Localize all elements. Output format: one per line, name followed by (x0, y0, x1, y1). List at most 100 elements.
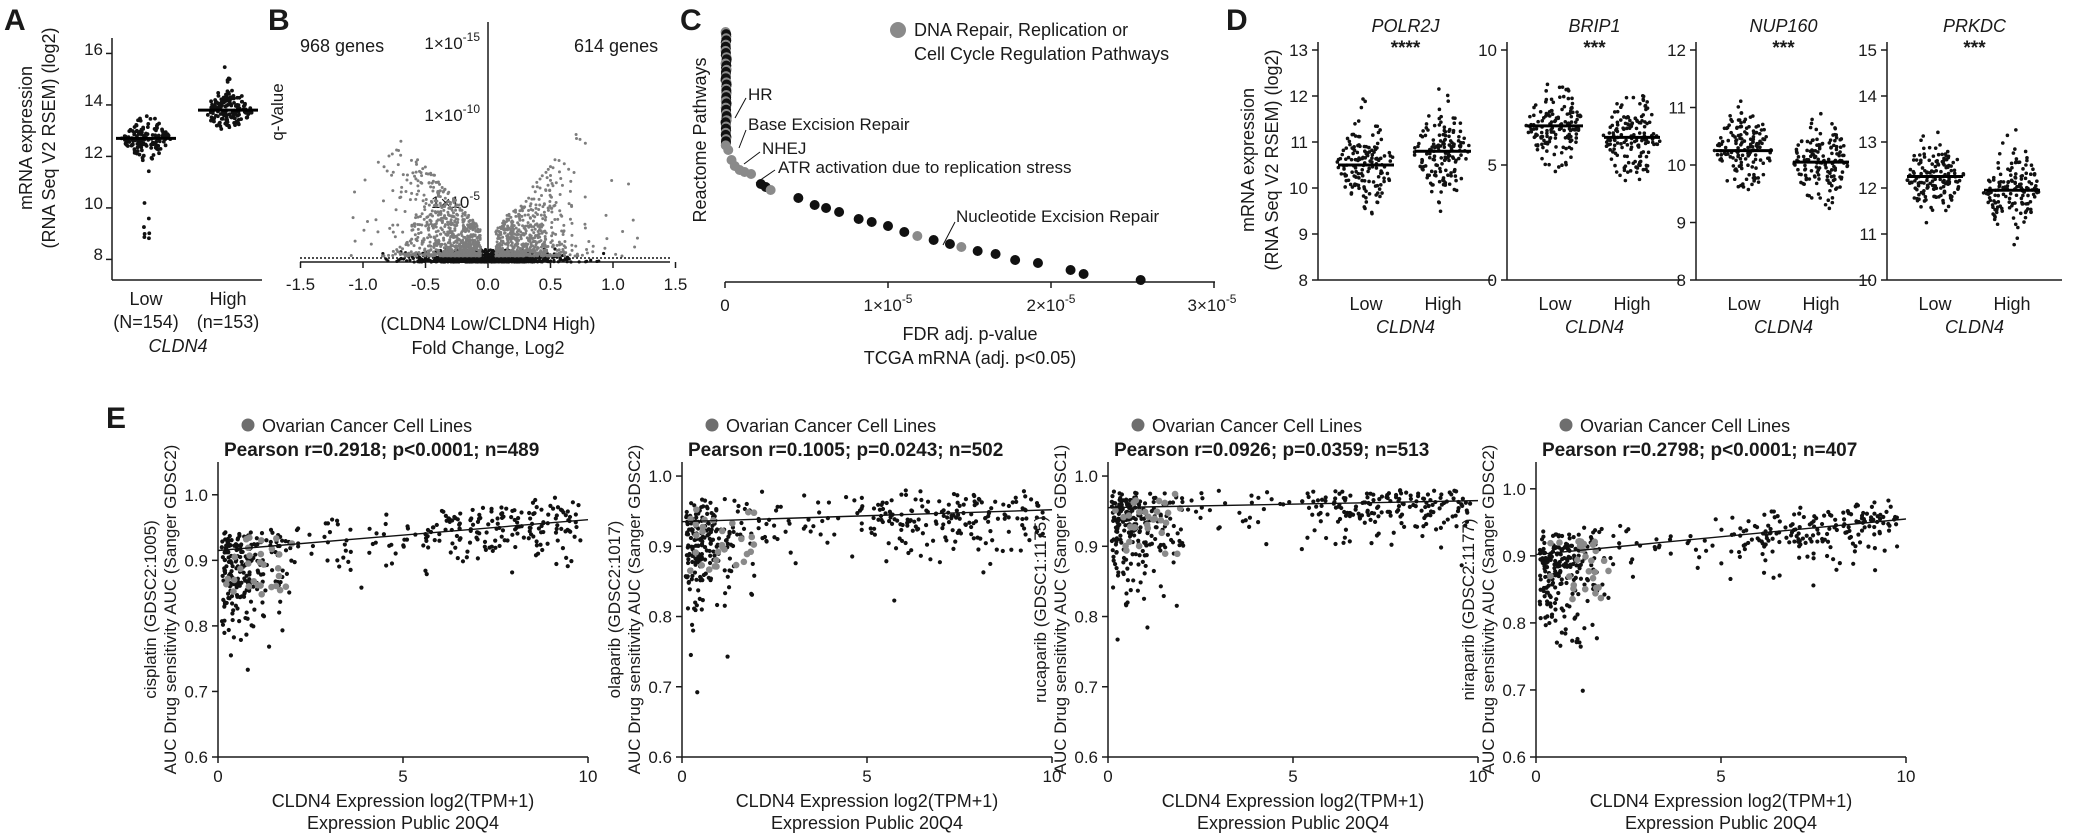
panel-b-dot (497, 243, 501, 247)
panel-d-ytick: 12 (1667, 41, 1686, 60)
panel-d-dot (1338, 156, 1343, 161)
panel-d-dot (1747, 124, 1751, 129)
panel-d-dot (1544, 89, 1548, 93)
panel-d-dot (1361, 155, 1365, 160)
panel-d-dot (1747, 172, 1751, 177)
panel-b-dot (561, 232, 565, 236)
panel-a-dot (145, 132, 150, 137)
panel-b-dot (452, 215, 456, 219)
panel-d-dot (1840, 153, 1845, 158)
panel-e-dot (222, 601, 228, 607)
panel-d-dot (1999, 179, 2003, 184)
panel-d-dot (1914, 158, 1919, 162)
panel-e-dot (775, 504, 780, 509)
panel-d-dot (1355, 150, 1360, 155)
panel-e-dot (229, 569, 234, 574)
panel-e-dot (685, 606, 691, 611)
panel-b-dot (426, 236, 430, 240)
panel-d-dot (1633, 159, 1637, 164)
panel-a-dot (227, 96, 232, 100)
panel-b-dot (532, 250, 536, 254)
panel-d-dot (1819, 111, 1823, 116)
panel-e-ytick: 0.8 (648, 608, 672, 627)
panel-e-dot (229, 560, 234, 566)
panel-d-dot (1540, 119, 1545, 123)
panel-a-dot (227, 77, 232, 81)
panel-d-dot (1722, 151, 1727, 156)
panel-d-significance: *** (1772, 38, 1795, 59)
panel-e-dot (227, 533, 232, 539)
panel-e-dot (1015, 516, 1020, 521)
panel-e-dot (222, 630, 227, 635)
panel-e-dot (937, 560, 942, 565)
panel-d-dot (2013, 201, 2017, 205)
panel-b-dot (459, 245, 463, 249)
panel-a-dot (219, 97, 224, 102)
panel-b-dot (496, 249, 500, 253)
panel-d-dot (1938, 177, 1942, 182)
panel-a-dot (223, 121, 228, 126)
panel-b-dot (436, 180, 440, 184)
panel-b-dot (476, 227, 480, 231)
panel-b-dot (585, 259, 589, 263)
panel-e-dot (454, 533, 460, 539)
panel-c-dot (1135, 275, 1146, 285)
panel-d-dot (1924, 220, 1929, 225)
panel-c-dot (746, 169, 757, 179)
panel-d-dot (1464, 157, 1468, 161)
panel-d-dot (1437, 133, 1442, 137)
panel-d-dot (1353, 134, 1358, 138)
panel-d-dot (1996, 193, 2001, 198)
panel-d-dot (1739, 142, 1743, 147)
panel-d-dot (1343, 185, 1347, 189)
panel-b-dot (559, 258, 563, 262)
panel-d-dot (1553, 169, 1558, 174)
panel-e-dot (225, 591, 231, 596)
panel-b-dot (543, 248, 547, 252)
panel-d-dot (1441, 176, 1446, 180)
panel-b-dot (404, 190, 408, 194)
panel-d-dot (1426, 128, 1430, 132)
panel-d-dot (1750, 144, 1755, 149)
panel-a-dot (134, 123, 139, 128)
panel-e-dot (910, 508, 915, 514)
panel-d-dot (1911, 158, 1916, 162)
panel-e-dot (565, 564, 570, 569)
panel-d-dot (1532, 113, 1536, 118)
panel-b-dot (550, 234, 554, 238)
panel-d-dot (2010, 165, 2014, 170)
panel-b-dot (397, 148, 401, 152)
panel-d-dot (1839, 175, 1844, 180)
panel-d-dot (1437, 123, 1442, 127)
panel-d-gene-name: NUP160 (1749, 16, 1817, 36)
panel-e-dot (572, 534, 577, 539)
panel-c-dot (809, 200, 820, 210)
panel-d-dot (1442, 138, 1447, 142)
panel-a-ytickmarks (106, 52, 112, 261)
panel-e-dot (693, 560, 698, 565)
panel-e-dot (843, 494, 849, 500)
panel-d-dot (1794, 149, 1799, 154)
panel-d-dot (1370, 156, 1374, 160)
panel-e-dot (708, 541, 713, 546)
panel-d-dot (1814, 181, 1819, 186)
panel-d-dot (1936, 130, 1940, 135)
panel-a-n-low: (N=154) (113, 312, 179, 332)
panel-e-ovarian-dot (257, 550, 265, 558)
panel-d-dot (1433, 170, 1438, 174)
panel-b-dot (559, 177, 563, 181)
panel-e-dot (266, 644, 272, 649)
panel-b-dot (512, 209, 516, 213)
panel-e-dot (528, 516, 533, 521)
panel-e-dot (228, 573, 234, 578)
panel-b-dot (408, 239, 412, 243)
panel-e-dot (903, 540, 908, 546)
panel-d-dot (1915, 198, 1920, 203)
panel-b-dot (420, 239, 424, 243)
panel-b-dot (522, 254, 526, 258)
panel-b-dot (390, 152, 394, 156)
panel-b-dot (561, 250, 565, 254)
panel-d-dot (1387, 177, 1391, 181)
panel-d-dot (1432, 123, 1437, 128)
panel-e-ovarian-dot (275, 551, 283, 558)
